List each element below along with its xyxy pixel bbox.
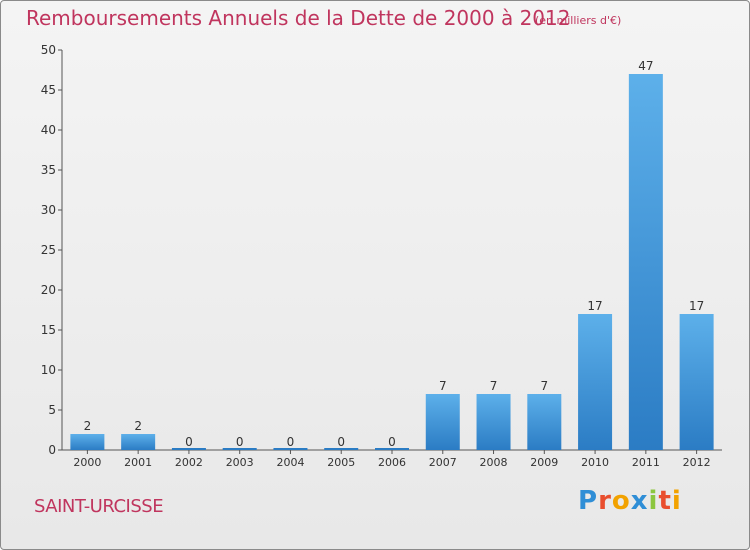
bar-value-label: 47 — [638, 59, 653, 73]
x-tick-label: 2003 — [226, 456, 254, 469]
y-tick-label: 25 — [41, 243, 56, 257]
x-tick-label: 2002 — [175, 456, 203, 469]
bar-value-label: 0 — [287, 435, 295, 449]
bar — [70, 434, 105, 450]
proxiti-logo: Proxiti — [578, 486, 682, 516]
bar-value-label: 0 — [185, 435, 193, 449]
bar — [679, 314, 714, 450]
y-tick-label: 35 — [41, 163, 56, 177]
y-tick-label: 30 — [41, 203, 56, 217]
y-tick-label: 15 — [41, 323, 56, 337]
bar — [578, 314, 613, 450]
bar-value-label: 17 — [587, 299, 602, 313]
bar — [425, 394, 460, 450]
x-tick-label: 2010 — [581, 456, 609, 469]
x-tick-label: 2011 — [632, 456, 660, 469]
x-tick-label: 2008 — [480, 456, 508, 469]
x-tick-label: 2007 — [429, 456, 457, 469]
x-tick-label: 2012 — [683, 456, 711, 469]
bar-value-label: 2 — [84, 419, 92, 433]
city-name: SAINT-URCISSE — [34, 496, 164, 517]
bar-value-label: 2 — [134, 419, 142, 433]
chart-title: Remboursements Annuels de la Dette de 20… — [26, 6, 571, 30]
chart-subtitle: (en milliers d'€) — [535, 14, 622, 27]
bar-value-label: 7 — [439, 379, 447, 393]
bar-value-label: 0 — [337, 435, 345, 449]
x-tick-label: 2004 — [276, 456, 304, 469]
bar-value-label: 17 — [689, 299, 704, 313]
x-tick-label: 2005 — [327, 456, 355, 469]
bar-value-label: 0 — [388, 435, 396, 449]
bar-value-label: 7 — [490, 379, 498, 393]
bar — [527, 394, 562, 450]
y-tick-label: 20 — [41, 283, 56, 297]
y-tick-label: 10 — [41, 363, 56, 377]
y-tick-label: 50 — [41, 43, 56, 57]
y-tick-label: 5 — [48, 403, 56, 417]
bar — [628, 74, 663, 450]
bar — [476, 394, 511, 450]
x-tick-label: 2001 — [124, 456, 152, 469]
bar — [121, 434, 156, 450]
x-tick-label: 2009 — [530, 456, 558, 469]
y-tick-label: 0 — [48, 443, 56, 457]
x-tick-label: 2006 — [378, 456, 406, 469]
bar-value-label: 7 — [540, 379, 548, 393]
y-tick-label: 40 — [41, 123, 56, 137]
y-tick-label: 45 — [41, 83, 56, 97]
x-tick-label: 2000 — [73, 456, 101, 469]
bar-value-label: 0 — [236, 435, 244, 449]
